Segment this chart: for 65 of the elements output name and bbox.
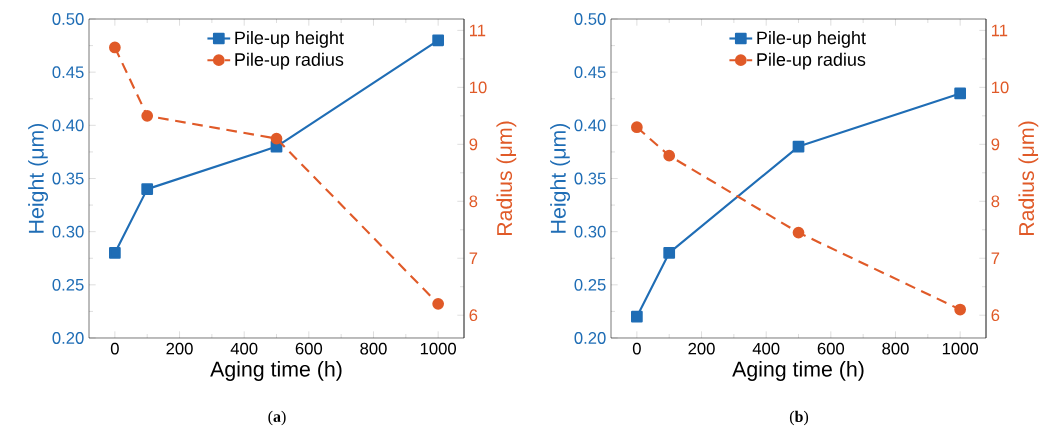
point [109,247,121,259]
y2-tick-label: 8 [991,195,1000,208]
x-tick-label: 0 [110,342,119,355]
legend-label: Pile-up radius [757,52,866,70]
point [954,87,967,100]
y-tick-label: 0.25 [52,278,84,291]
x-tick-label: 0 [632,342,641,355]
x-tick-label: 200 [688,342,715,355]
x-axis-title: Aging time (h) [210,361,342,381]
y-axis-title: Height (μm) [28,123,49,233]
y-tick-label: 0.50 [52,13,84,25]
y-tick-label: 0.50 [574,13,606,25]
y2-axis-title: Radius (μm) [496,121,517,236]
y-tick-label: 0.30 [52,225,84,238]
x-tick-label: 400 [752,342,780,355]
point [141,109,154,122]
point [432,297,445,310]
point [141,183,154,196]
y-tick-label: 0.45 [574,66,606,79]
point [631,310,643,323]
point [663,149,676,162]
y2-tick-label: 8 [469,195,478,208]
point [954,303,967,316]
point [432,34,445,47]
y2-tick-label: 6 [991,309,1000,322]
point [109,41,121,54]
y-tick-label: 0.30 [574,225,606,238]
legend-label: Pile-up height [235,30,344,48]
x-axis-title: Aging time (h) [732,361,864,381]
y-tick-label: 0.45 [52,66,84,79]
y2-tick-label: 10 [991,81,1009,94]
y2-tick-label: 7 [991,252,1000,264]
x-tick-label: 1000 [942,342,979,355]
y2-tick-label: 7 [469,252,478,264]
y-tick-label: 0.35 [574,172,606,185]
x-tick-label: 400 [230,342,258,355]
point [792,140,805,153]
y-tick-label: 0.20 [52,332,84,344]
y2-tick-label: 11 [469,24,486,37]
y-tick-label: 0.40 [52,119,84,132]
x-tick-label: 600 [295,342,323,355]
y2-axis-title: Radius (μm) [1018,121,1039,236]
legend-label: Pile-up height [757,30,866,48]
point [631,121,643,134]
point [792,226,805,239]
x-tick-label: 800 [882,342,909,355]
text: (b) [789,410,809,426]
y2-tick-label: 9 [991,138,1000,151]
y2-tick-label: 10 [469,81,487,94]
y2-tick-label: 11 [991,24,1008,37]
y-tick-label: 0.20 [574,332,606,344]
y-tick-label: 0.40 [574,119,606,132]
legend-label: Pile-up radius [235,52,344,70]
x-tick-label: 800 [360,342,387,355]
y2-tick-label: 9 [469,138,478,151]
point [270,132,283,145]
y-axis-title: Height (μm) [550,123,571,233]
y-tick-label: 0.25 [574,278,606,291]
x-tick-label: 1000 [420,342,457,355]
y-tick-label: 0.35 [52,172,84,185]
x-tick-label: 200 [166,342,193,355]
x-tick-label: 600 [817,342,845,355]
y2-tick-label: 6 [469,309,478,322]
text: (a) [268,410,286,426]
point [663,247,676,259]
